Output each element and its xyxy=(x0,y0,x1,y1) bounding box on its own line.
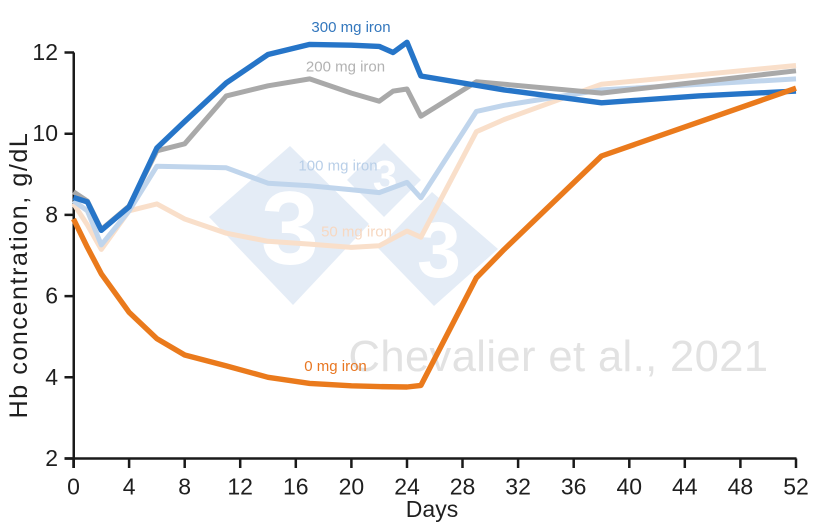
svg-text:12: 12 xyxy=(227,474,253,500)
svg-text:Days: Days xyxy=(406,496,458,522)
svg-text:52: 52 xyxy=(783,474,809,500)
svg-text:20: 20 xyxy=(339,474,365,500)
svg-text:3: 3 xyxy=(261,171,319,287)
svg-text:0 mg iron: 0 mg iron xyxy=(304,358,367,375)
svg-text:Chevalier et al., 2021: Chevalier et al., 2021 xyxy=(349,333,769,381)
svg-text:3: 3 xyxy=(417,205,461,294)
svg-text:2: 2 xyxy=(45,445,58,471)
svg-text:8: 8 xyxy=(45,201,58,227)
svg-text:4: 4 xyxy=(45,364,58,390)
svg-text:6: 6 xyxy=(45,283,58,309)
svg-text:300 mg iron: 300 mg iron xyxy=(311,19,390,36)
svg-text:8: 8 xyxy=(178,474,191,500)
svg-text:32: 32 xyxy=(505,474,531,500)
svg-text:0: 0 xyxy=(67,474,80,500)
svg-text:28: 28 xyxy=(450,474,476,500)
svg-text:100 mg iron: 100 mg iron xyxy=(298,158,377,175)
svg-text:36: 36 xyxy=(561,474,587,500)
svg-text:10: 10 xyxy=(32,120,58,146)
svg-text:50 mg iron: 50 mg iron xyxy=(321,224,392,241)
svg-text:Hb concentration, g/dL: Hb concentration, g/dL xyxy=(5,132,33,419)
svg-text:40: 40 xyxy=(617,474,643,500)
svg-text:12: 12 xyxy=(32,39,58,65)
svg-text:48: 48 xyxy=(728,474,754,500)
svg-text:44: 44 xyxy=(672,474,698,500)
svg-text:200 mg iron: 200 mg iron xyxy=(306,59,385,76)
svg-text:16: 16 xyxy=(283,474,309,500)
svg-text:4: 4 xyxy=(123,474,136,500)
svg-text:24: 24 xyxy=(394,474,420,500)
